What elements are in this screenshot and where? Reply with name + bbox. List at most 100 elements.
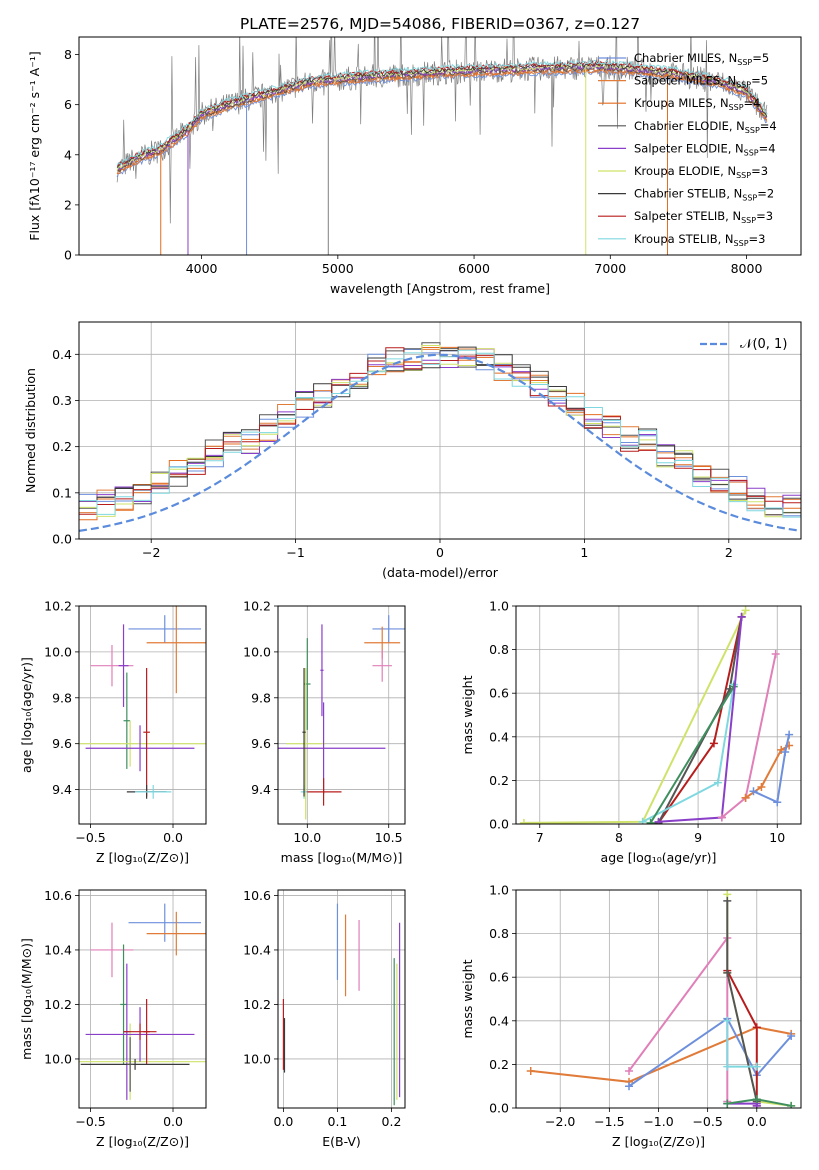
series-point [723,968,732,977]
weight-vs-z-panel: −2.0 −1.5 −1.0 −0.5 0.0 0.0 0.2 0.4 0.6 0.8 1.0 Z [… [460,883,802,1149]
y-tick-label: 10.6 [243,888,271,903]
series-line [726,894,792,1107]
plot-area [79,606,206,799]
x-tick-label: 0.0 [163,1114,183,1129]
plot-area [79,903,206,1100]
legend-label: Salpeter MILES, NSSP=5 [634,74,768,90]
plot-area [116,37,768,255]
x-tick-label: 2 [725,545,733,560]
series-point [638,817,647,824]
y-tick-label: 0.8 [489,642,509,657]
y-tick-label: 0.4 [489,729,509,744]
x-tick-label: −1.0 [643,1114,673,1129]
y-tick-label: 10.2 [44,997,72,1012]
series-point [752,1095,761,1104]
y-axis-label: Flux [fλ10⁻¹⁷ erg cm⁻² s⁻¹ A⁻¹] [27,51,42,240]
y-tick-label: 9.4 [251,782,271,797]
series-point [741,793,750,802]
y-tick-label: 0.4 [489,1013,509,1028]
histogram-series [79,349,801,518]
plot-frame [78,36,802,256]
series-point [723,896,732,905]
plot-frame [277,605,406,825]
x-tick-label: −0.5 [75,830,105,845]
y-tick-label: 10.2 [243,997,271,1012]
series-point [526,1066,535,1075]
x-axis-label: Z [log₁₀(Z/Z⊙)] [96,1134,189,1149]
x-axis-label: age [log₁₀(age/yr)] [601,850,717,865]
legend-label: Chabrier MILES, NSSP=5 [634,51,769,67]
plot-area [519,606,794,824]
series-point [646,818,655,824]
normal-curve [79,353,801,532]
legend-label: Chabrier ELODIE, NSSP=4 [634,119,777,135]
series-point [709,739,718,748]
y-tick-label: 10.2 [243,599,271,614]
legend-label: 𝒩(0, 1) [740,337,787,352]
series-point [752,1062,761,1071]
y-axis-label: mass [log₁₀(M/M⊙)] [19,938,34,1060]
series-point [773,798,782,807]
series-point [737,612,746,621]
plot-area [526,890,796,1108]
series-point [519,818,528,824]
x-tick-label: −2 [142,545,160,560]
series-line [649,686,735,824]
series-line [530,1026,792,1083]
y-tick-label: 0.6 [489,970,509,985]
x-tick-label: 0.1 [328,1114,348,1129]
y-tick-label: 10.4 [243,942,271,957]
y-tick-label: 9.8 [52,690,72,705]
y-tick-label: 9.6 [52,736,72,751]
legend-label: Kroupa MILES, NSSP=4 [634,96,760,112]
x-tick-label: 0.0 [163,830,183,845]
legend-label: Chabrier STELIB, NSSP=2 [634,187,774,203]
x-tick-label: −0.5 [692,1114,722,1129]
series-line [523,609,747,824]
plot-frame [277,889,406,1109]
y-axis-label: Normed distribution [23,368,38,493]
y-tick-label: 10.0 [44,1051,72,1066]
x-axis-label: mass [log₁₀(M/M⊙)] [281,850,403,865]
series-point [723,1062,732,1071]
residuals-panel: −2 −1 0 1 2 0.0 0.1 0.2 0.3 0.4 (data-model)/error… [23,321,802,580]
series-point [787,1101,796,1108]
series-point [785,730,794,739]
y-tick-label: 0.2 [489,773,509,788]
age-vs-mass-panel: 10.0 10.5 9.4 9.6 9.8 10.0 10.2 mass [log₁₀(M/M… [243,599,406,865]
series-line [726,900,758,1102]
x-tick-label: −0.5 [75,1114,105,1129]
series-point [757,782,766,791]
series-line [628,1017,792,1088]
x-tick-label: 8 [615,830,623,845]
x-tick-label: 6000 [458,261,490,276]
y-tick-label: 0.0 [489,817,509,832]
legend-label: Kroupa ELODIE, NSSP=3 [634,164,768,180]
y-tick-label: 0 [64,248,72,263]
mass-vs-z-panel: −0.5 0.0 10.0 10.2 10.4 10.6 Z [log₁₀(Z/Z⊙)] ma… [19,888,207,1149]
series-point [717,813,726,822]
x-axis-label: E(B-V) [322,1134,361,1149]
y-tick-label: 9.8 [251,690,271,705]
series-point [625,1082,634,1091]
figure-title: PLATE=2576, MJD=54086, FIBERID=0367, z=0… [240,15,640,33]
x-axis-label: Z [log₁₀(Z/Z⊙)] [96,850,189,865]
x-tick-label: 5000 [322,261,354,276]
x-tick-label: 7 [536,830,544,845]
x-tick-label: 10 [769,830,785,845]
series-point [781,748,790,757]
series-point [713,778,722,787]
legend-label: Salpeter ELODIE, NSSP=4 [634,141,776,157]
x-tick-label: 10.5 [375,830,403,845]
x-tick-label: 8000 [731,261,763,276]
x-tick-label: 4000 [186,261,218,276]
model-spectrum-line [116,59,768,167]
y-tick-label: 0.0 [489,1101,509,1116]
model-spectrum-line [116,59,768,166]
x-tick-label: 0.0 [273,1114,293,1129]
x-tick-label: 7000 [594,261,626,276]
y-tick-label: 0.0 [52,532,72,547]
y-tick-label: 4 [64,147,72,162]
x-tick-label: −1.5 [594,1114,624,1129]
